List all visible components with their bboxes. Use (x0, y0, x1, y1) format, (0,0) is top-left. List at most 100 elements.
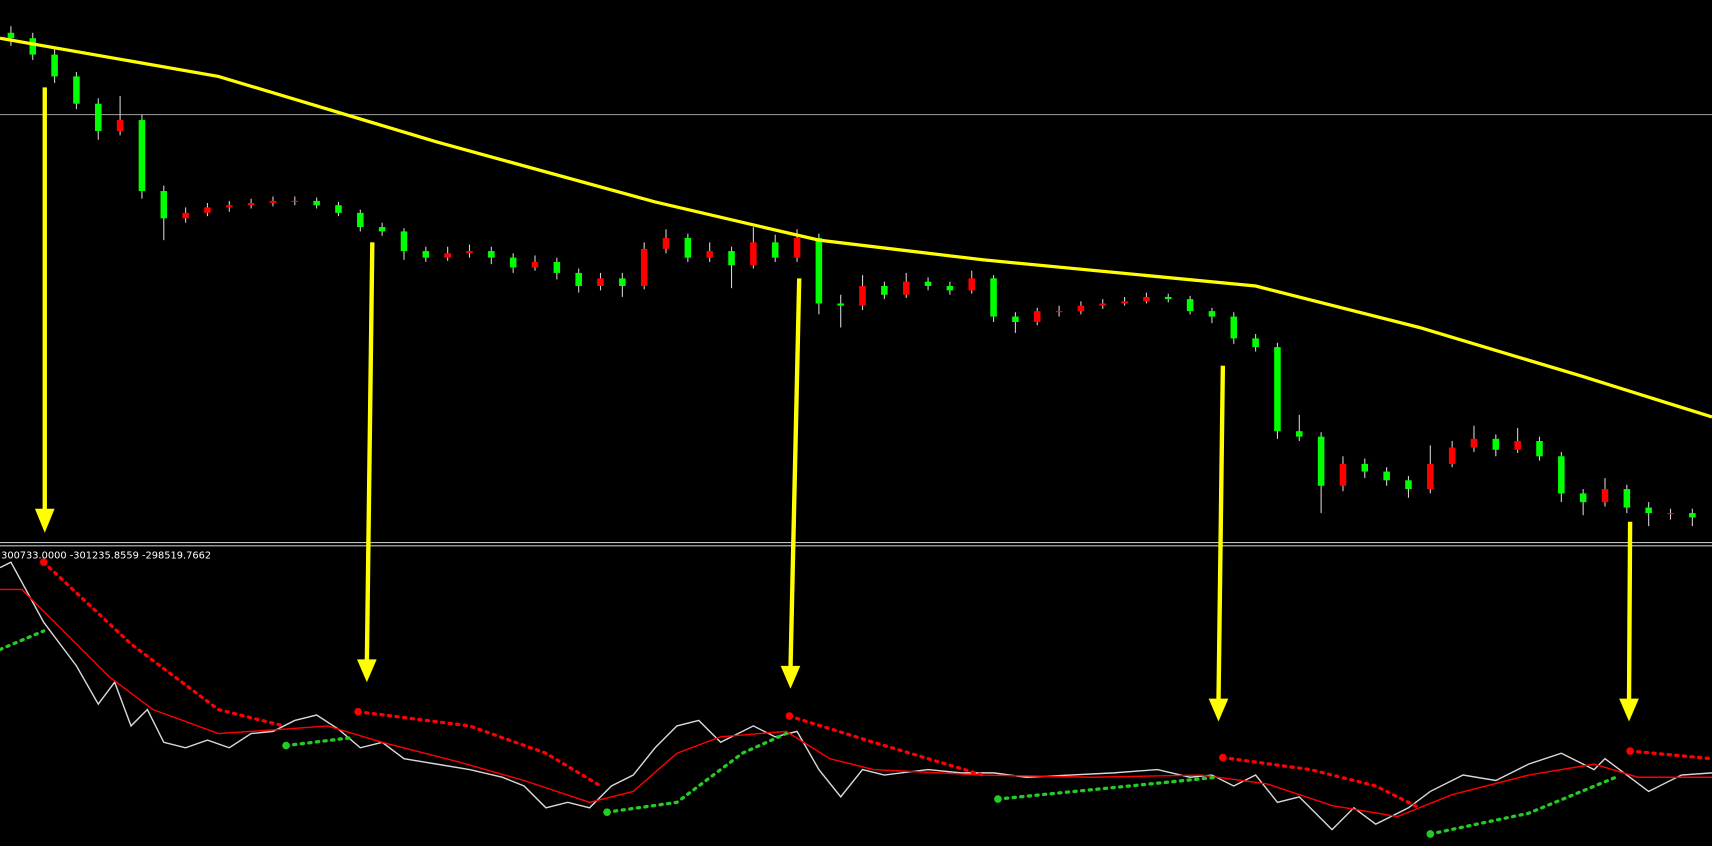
candle-body (990, 278, 997, 317)
candle-body (662, 237, 670, 249)
signal-dot (282, 741, 290, 750)
signal-dot (994, 795, 1002, 803)
candle-body (1514, 441, 1521, 450)
candle-body (553, 261, 561, 273)
signal-dot (785, 712, 794, 720)
candle-body (924, 281, 932, 287)
candle-body (7, 32, 15, 39)
arrow-head (780, 665, 801, 689)
indicator-line (0, 588, 1712, 818)
candle-body (1536, 441, 1543, 457)
candle-body (793, 237, 801, 258)
candle-body (1055, 311, 1063, 313)
candle-body (51, 54, 58, 77)
candle-body (357, 212, 364, 228)
indicator-line (0, 561, 1712, 831)
candle-body (1012, 316, 1019, 323)
candle-body (1470, 438, 1478, 448)
candle-body (902, 281, 910, 295)
candle-body (1667, 513, 1674, 515)
indicator-label: 300733.0000 -301235.8559 -298519.7662 (1, 551, 211, 562)
candle-body (1164, 296, 1172, 300)
candle-body (400, 231, 408, 252)
candle-body (444, 253, 451, 258)
candle-body (1623, 489, 1631, 508)
signal-dot (39, 558, 48, 567)
signal-dot (354, 707, 362, 716)
candle-body (881, 286, 888, 295)
dotted-line (42, 560, 1712, 810)
candle-body (1427, 463, 1434, 490)
candle-body (509, 257, 517, 268)
candle-body (706, 251, 713, 258)
candle-body (1296, 431, 1303, 437)
candle-body (1033, 311, 1041, 323)
candle-body (378, 227, 386, 232)
arrow (788, 278, 802, 670)
candle-body (968, 278, 976, 291)
candle-body (73, 76, 80, 104)
candle-body (684, 237, 692, 258)
candle-body (1405, 480, 1412, 490)
arrow-head (1619, 698, 1639, 722)
signal-dot (1219, 753, 1227, 762)
signal-dot (603, 808, 611, 816)
candle-body (204, 207, 211, 213)
arrow-head (357, 659, 377, 683)
arrows (34, 87, 1639, 722)
candle-body (291, 200, 299, 202)
candle-body (946, 286, 954, 291)
candle-body (1645, 507, 1652, 514)
candle-body (1143, 296, 1150, 302)
candle-body (1601, 489, 1609, 503)
candle-body (619, 278, 626, 287)
candle-body (313, 200, 320, 206)
candle-body (1558, 456, 1565, 494)
candle-body (466, 251, 473, 254)
candle-body (1361, 463, 1369, 472)
signal-dot (1426, 830, 1435, 838)
candle-body (837, 303, 844, 306)
candle-body (597, 278, 604, 287)
candle-body (29, 38, 37, 55)
candle-body (1317, 436, 1325, 486)
candle-body (488, 251, 495, 258)
candle-body (859, 286, 866, 306)
candle-body (1383, 471, 1390, 481)
candle-body (771, 242, 779, 258)
candle-body (116, 120, 124, 131)
candle-body (269, 200, 277, 204)
candle-body (728, 251, 735, 266)
arrow (1626, 521, 1633, 702)
candle-body (750, 242, 757, 266)
candle-body (422, 251, 430, 258)
candle-body (1208, 311, 1216, 317)
candle-body (160, 191, 168, 219)
candle-body (1339, 463, 1347, 486)
candle-body (640, 248, 648, 287)
candle-body (1230, 316, 1238, 339)
candle-body (247, 203, 255, 206)
candle-body (575, 272, 582, 287)
moving-average (0, 36, 1712, 419)
candle-body (335, 205, 342, 213)
candle-body (138, 120, 146, 192)
candle-body (182, 212, 189, 219)
plots (0, 26, 1712, 838)
candle-body (94, 103, 102, 131)
candle-body (1252, 338, 1259, 348)
candle-body (1448, 447, 1456, 464)
arrow-head (34, 508, 55, 533)
candle-body (815, 237, 823, 304)
arrow-head (1208, 698, 1229, 722)
candle-body (1579, 493, 1587, 503)
signal-dot (1626, 747, 1634, 755)
candle-body (1689, 513, 1696, 518)
candle-body (1077, 305, 1085, 312)
arrow (364, 242, 375, 663)
candle-body (1186, 299, 1194, 312)
arrow (1216, 365, 1226, 702)
